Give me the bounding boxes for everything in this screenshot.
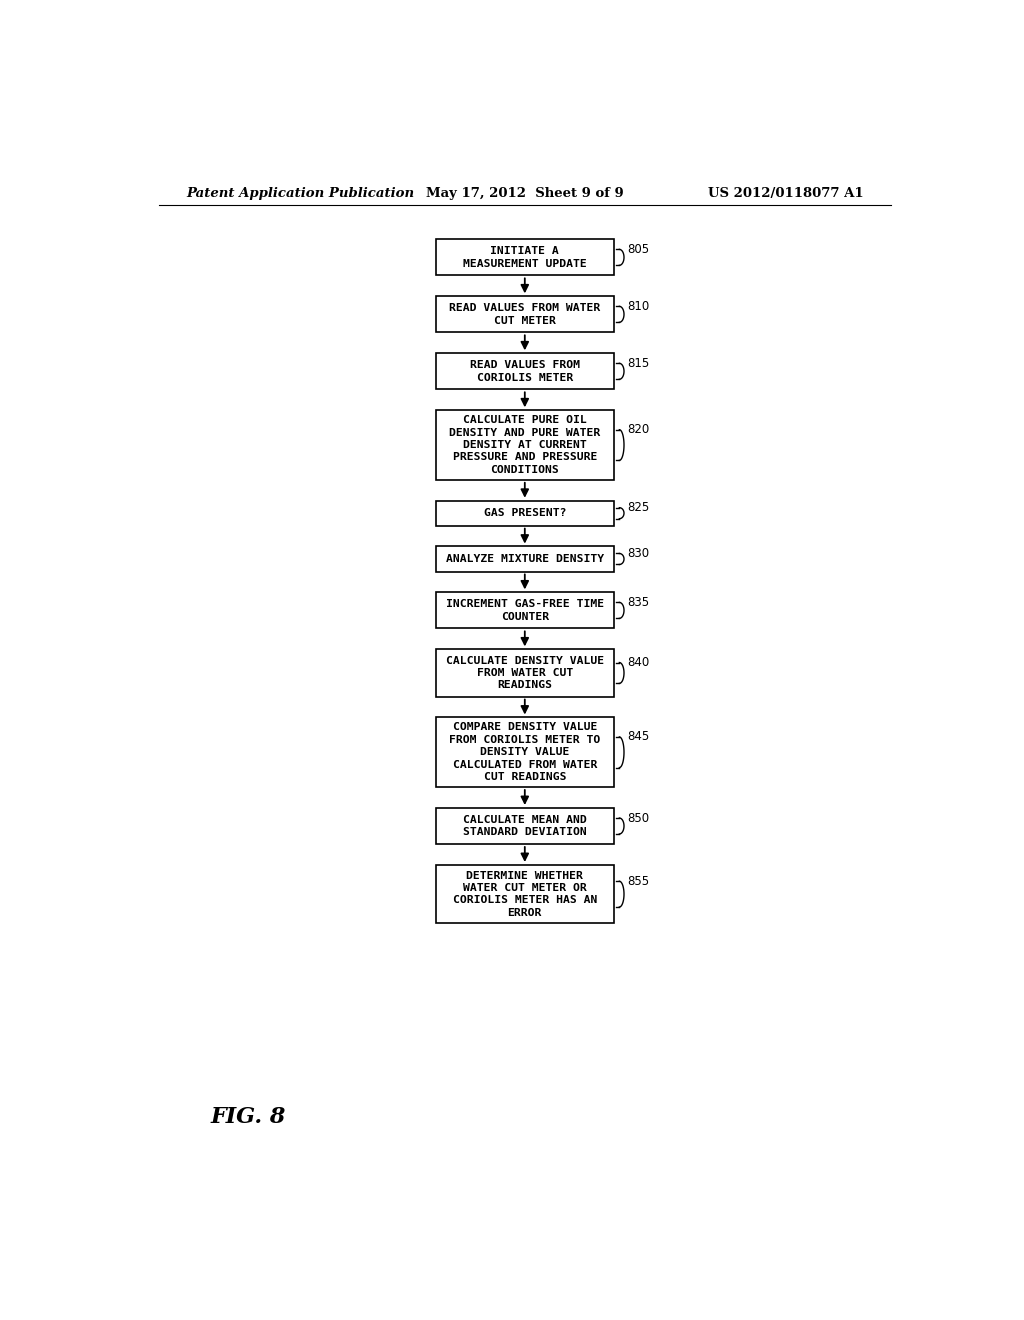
Bar xyxy=(435,239,614,276)
Text: 845: 845 xyxy=(627,730,649,743)
Text: US 2012/0118077 A1: US 2012/0118077 A1 xyxy=(708,186,863,199)
Text: Patent Application Publication: Patent Application Publication xyxy=(186,186,415,199)
Bar xyxy=(435,593,614,628)
Bar xyxy=(435,649,614,697)
Text: FIG. 8: FIG. 8 xyxy=(211,1106,286,1129)
Text: 835: 835 xyxy=(627,595,649,609)
Text: ANALYZE MIXTURE DENSITY: ANALYZE MIXTURE DENSITY xyxy=(445,554,604,564)
Text: 810: 810 xyxy=(627,300,649,313)
Text: 840: 840 xyxy=(627,656,649,669)
Text: 855: 855 xyxy=(627,875,649,888)
Bar xyxy=(435,411,614,480)
Text: GAS PRESENT?: GAS PRESENT? xyxy=(483,508,566,519)
Text: CALCULATE PURE OIL
DENSITY AND PURE WATER
DENSITY AT CURRENT
PRESSURE AND PRESSU: CALCULATE PURE OIL DENSITY AND PURE WATE… xyxy=(450,416,600,475)
Text: READ VALUES FROM WATER
CUT METER: READ VALUES FROM WATER CUT METER xyxy=(450,304,600,326)
Text: DETERMINE WHETHER
WATER CUT METER OR
CORIOLIS METER HAS AN
ERROR: DETERMINE WHETHER WATER CUT METER OR COR… xyxy=(453,870,597,917)
Text: CALCULATE MEAN AND
STANDARD DEVIATION: CALCULATE MEAN AND STANDARD DEVIATION xyxy=(463,814,587,837)
Text: 820: 820 xyxy=(627,424,649,436)
Text: INITIATE A
MEASUREMENT UPDATE: INITIATE A MEASUREMENT UPDATE xyxy=(463,246,587,268)
Text: 830: 830 xyxy=(627,546,649,560)
Bar xyxy=(435,296,614,333)
Bar xyxy=(435,354,614,389)
Text: May 17, 2012  Sheet 9 of 9: May 17, 2012 Sheet 9 of 9 xyxy=(426,186,624,199)
Bar xyxy=(435,808,614,843)
Text: INCREMENT GAS-FREE TIME
COUNTER: INCREMENT GAS-FREE TIME COUNTER xyxy=(445,599,604,622)
Text: COMPARE DENSITY VALUE
FROM CORIOLIS METER TO
DENSITY VALUE
CALCULATED FROM WATER: COMPARE DENSITY VALUE FROM CORIOLIS METE… xyxy=(450,722,600,781)
Bar xyxy=(435,718,614,787)
Text: 850: 850 xyxy=(627,812,649,825)
Text: 805: 805 xyxy=(627,243,649,256)
Bar xyxy=(435,500,614,525)
Bar xyxy=(435,865,614,924)
Text: READ VALUES FROM
CORIOLIS METER: READ VALUES FROM CORIOLIS METER xyxy=(470,360,580,383)
Text: CALCULATE DENSITY VALUE
FROM WATER CUT
READINGS: CALCULATE DENSITY VALUE FROM WATER CUT R… xyxy=(445,656,604,690)
Bar xyxy=(435,546,614,572)
Text: 825: 825 xyxy=(627,502,649,515)
Text: 815: 815 xyxy=(627,356,649,370)
